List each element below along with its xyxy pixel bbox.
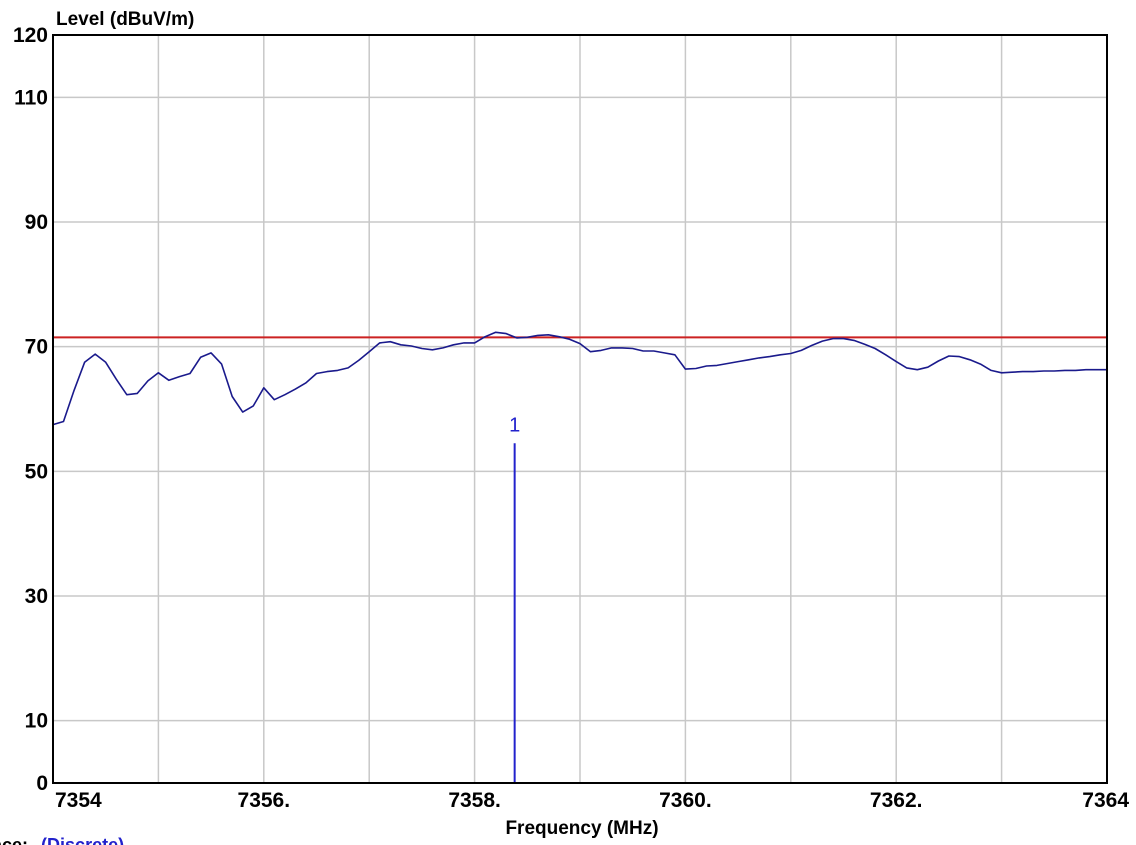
x-tick-label: 7358. xyxy=(448,789,501,812)
x-axis-ticks: 7354 7356. 7358. 7360. 7362. 7364 xyxy=(55,789,1129,812)
y-axis-ticks: 0 10 30 50 70 90 110 120 xyxy=(13,24,48,795)
marker-label: 1 xyxy=(509,414,520,436)
y-tick-label: 120 xyxy=(13,24,48,47)
x-tick-label: 7364 xyxy=(1082,789,1129,812)
x-tick-label: 7356. xyxy=(238,789,291,812)
y-tick-label: 90 xyxy=(25,211,48,234)
x-tick-label: 7360. xyxy=(659,789,712,812)
x-tick-label: 7362. xyxy=(870,789,923,812)
series-layer xyxy=(52,331,1107,426)
grid xyxy=(53,35,1107,783)
y-tick-label: 0 xyxy=(36,772,48,795)
y-tick-label: 70 xyxy=(25,336,48,359)
marker-layer: 1 xyxy=(509,414,520,783)
x-axis-label: Frequency (MHz) xyxy=(505,818,658,839)
y-tick-label: 10 xyxy=(25,710,48,733)
x-tick-label: 7354 xyxy=(55,789,102,812)
trace-legend: ace: (Discrete) xyxy=(0,835,124,845)
y-tick-label: 30 xyxy=(25,585,48,608)
series-line xyxy=(52,331,1107,426)
legend-prefix: ace: xyxy=(0,835,28,845)
y-tick-label: 50 xyxy=(25,460,48,483)
y-axis-label: Level (dBuV/m) xyxy=(56,9,194,30)
y-tick-label: 110 xyxy=(14,86,48,109)
plot-frame xyxy=(52,34,1108,784)
legend-value[interactable]: (Discrete) xyxy=(41,835,124,845)
